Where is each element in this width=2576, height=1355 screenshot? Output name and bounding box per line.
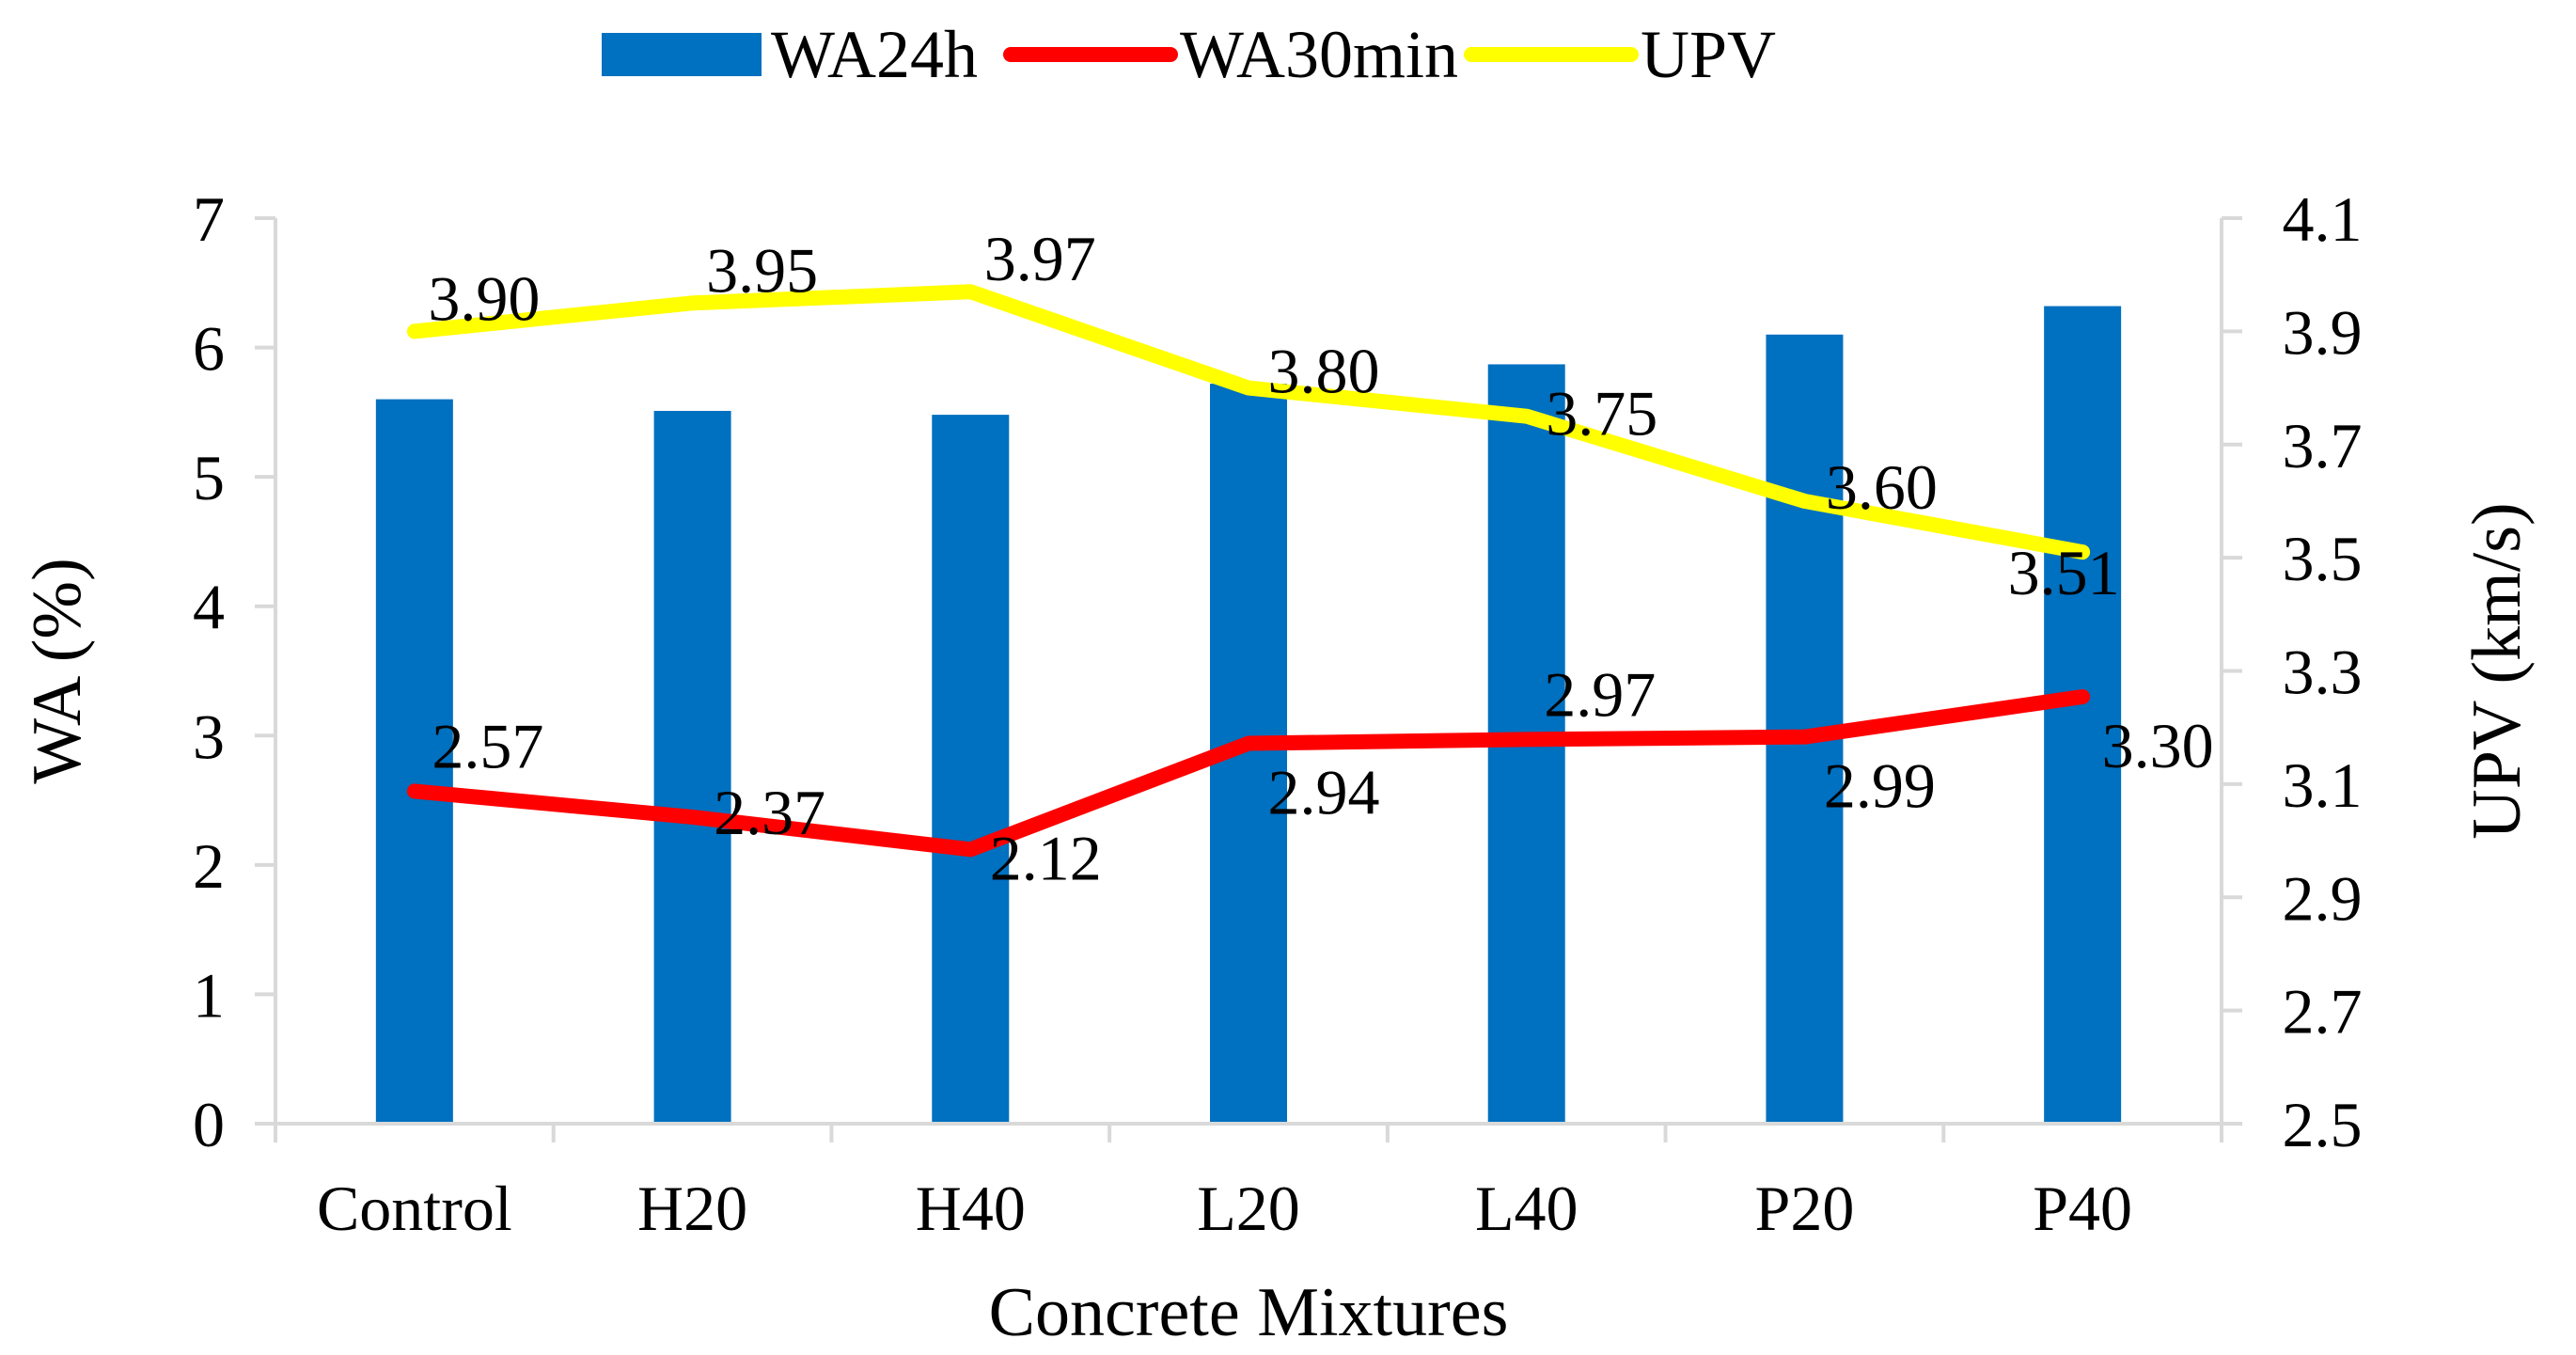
bar-series bbox=[375, 306, 2122, 1125]
y-tick-label: 4 bbox=[193, 572, 225, 643]
data-label-wa30min: 2.94 bbox=[1268, 757, 1380, 828]
axes: 0 1 2 3 4 5 6 7 2.5 2.7 2.9 3.1 3.3 3.5 3.7 3.9 4.1 Contr… bbox=[19, 183, 2536, 1351]
data-label-upv: 3.51 bbox=[2008, 537, 2120, 608]
data-label-wa30min: 2.12 bbox=[990, 822, 1102, 893]
y2-tick-label: 2.5 bbox=[2283, 1089, 2363, 1160]
data-label-wa30min: 2.97 bbox=[1544, 658, 1656, 730]
x-tick-label: H40 bbox=[916, 1173, 1026, 1244]
line-series bbox=[406, 284, 2091, 858]
y2-tick-label: 3.9 bbox=[2283, 296, 2363, 368]
y-axis-title: WA (%) bbox=[19, 558, 96, 783]
y-tick-label: 1 bbox=[193, 959, 225, 1031]
line-wa30min bbox=[406, 689, 2091, 858]
bar-control bbox=[375, 399, 453, 1125]
y2-tick-label: 3.3 bbox=[2283, 637, 2363, 708]
y-tick-label: 7 bbox=[193, 183, 225, 255]
x-tick-label: H20 bbox=[637, 1173, 747, 1244]
bar-p40 bbox=[2044, 306, 2122, 1124]
data-label-upv: 3.75 bbox=[1546, 378, 1657, 449]
data-label-wa30min: 2.37 bbox=[714, 777, 825, 848]
bar-h40 bbox=[932, 415, 1010, 1124]
bar-h20 bbox=[653, 410, 731, 1124]
y2-tick-label: 3.7 bbox=[2283, 410, 2363, 481]
data-label-upv: 3.60 bbox=[1826, 451, 1938, 523]
y2-tick-label: 2.7 bbox=[2283, 976, 2363, 1048]
y-tick-label: 5 bbox=[193, 442, 225, 513]
y2-axis-title: UPV (km/s) bbox=[2458, 502, 2536, 839]
legend-swatch-wa24h bbox=[602, 33, 762, 76]
data-label-upv: 3.97 bbox=[984, 223, 1096, 294]
y-tick-label: 2 bbox=[193, 830, 225, 902]
y2-tick-label: 3.5 bbox=[2283, 523, 2363, 594]
x-tick-label: P40 bbox=[2033, 1173, 2132, 1244]
data-label-upv: 3.90 bbox=[428, 262, 540, 334]
data-label-wa30min: 2.57 bbox=[432, 710, 543, 781]
y-tick-label: 3 bbox=[193, 701, 225, 772]
x-tick-label: Control bbox=[317, 1173, 512, 1244]
y2-tick-label: 2.9 bbox=[2283, 862, 2363, 934]
x-tick-label: L40 bbox=[1475, 1173, 1579, 1244]
x-axis-title: Concrete Mixtures bbox=[989, 1274, 1509, 1351]
data-labels: 2.57 2.37 2.12 2.94 2.97 2.99 3.30 3.90 3.95 3.97… bbox=[428, 223, 2213, 893]
data-label-upv: 3.80 bbox=[1268, 336, 1380, 407]
x-tick-label: P20 bbox=[1755, 1173, 1855, 1244]
legend-label-wa24h: WA24h bbox=[771, 17, 978, 92]
legend-label-wa30min: WA30min bbox=[1180, 17, 1458, 92]
x-tick-label: L20 bbox=[1197, 1173, 1300, 1244]
y2-tick-label: 4.1 bbox=[2283, 183, 2363, 255]
data-label-upv: 3.95 bbox=[706, 234, 818, 306]
line-upv bbox=[406, 284, 2091, 560]
legend-label-upv: UPV bbox=[1641, 17, 1776, 92]
y-tick-label: 6 bbox=[193, 313, 225, 385]
y-tick-label: 0 bbox=[193, 1089, 225, 1160]
y2-tick-label: 3.1 bbox=[2283, 749, 2363, 821]
legend: WA24h WA30min UPV bbox=[602, 17, 1776, 92]
data-label-wa30min: 3.30 bbox=[2102, 710, 2214, 781]
data-label-wa30min: 2.99 bbox=[1824, 750, 1936, 822]
